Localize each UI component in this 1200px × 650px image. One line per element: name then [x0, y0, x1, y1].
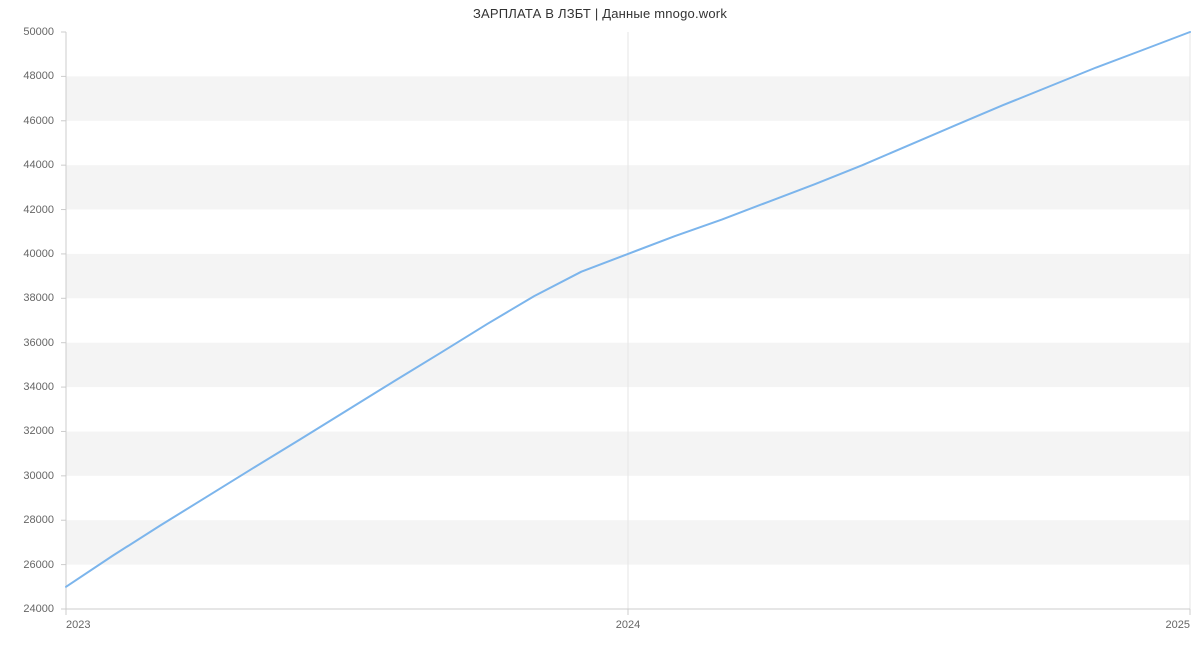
y-axis-labels: 2400026000280003000032000340003600038000…: [0, 32, 58, 609]
y-tick-label: 46000: [23, 115, 54, 127]
y-tick-label: 44000: [23, 159, 54, 171]
y-tick-label: 24000: [23, 603, 54, 615]
chart-title: ЗАРПЛАТА В ЛЗБТ | Данные mnogo.work: [0, 6, 1200, 21]
y-tick-label: 40000: [23, 248, 54, 260]
x-tick-label: 2025: [1166, 619, 1190, 631]
y-tick-label: 26000: [23, 559, 54, 571]
y-tick-label: 34000: [23, 381, 54, 393]
y-tick-label: 50000: [23, 26, 54, 38]
y-tick-label: 48000: [23, 70, 54, 82]
y-tick-label: 30000: [23, 470, 54, 482]
x-tick-label: 2023: [66, 619, 90, 631]
y-tick-label: 32000: [23, 425, 54, 437]
x-tick-label: 2024: [616, 619, 640, 631]
chart-container: ЗАРПЛАТА В ЛЗБТ | Данные mnogo.work 2400…: [0, 0, 1200, 650]
y-tick-label: 28000: [23, 514, 54, 526]
y-tick-label: 36000: [23, 337, 54, 349]
y-tick-label: 38000: [23, 292, 54, 304]
y-tick-label: 42000: [23, 204, 54, 216]
x-axis-labels: 202320242025: [66, 32, 1190, 609]
